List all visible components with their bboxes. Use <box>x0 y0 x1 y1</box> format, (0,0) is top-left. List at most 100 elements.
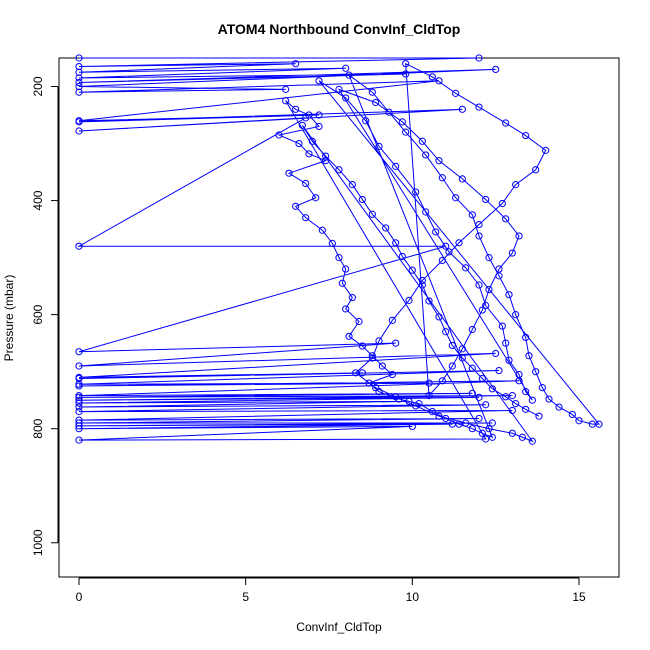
data-point-1-54 <box>408 422 416 431</box>
y-tick-label-3: 600 <box>31 304 45 324</box>
data-point-1-136 <box>398 118 406 126</box>
data-point-1-192 <box>425 297 433 305</box>
data-point-1-160 <box>512 181 520 189</box>
data-point-1-132 <box>522 388 530 396</box>
data-point-1-193 <box>435 313 443 321</box>
data-point-1-60 <box>315 122 323 131</box>
y-tick-label-5: 1000 <box>31 529 45 556</box>
data-point-1-149 <box>448 362 456 370</box>
y-tick-label-1: 200 <box>31 76 45 96</box>
data-point-1-141 <box>502 215 510 223</box>
data-point-1-64 <box>322 157 330 165</box>
data-point-1-46 <box>508 406 516 415</box>
data-point-1-177 <box>508 429 516 437</box>
data-point-1-73 <box>342 265 350 273</box>
data-point-1-116 <box>315 77 323 85</box>
data-point-1-93 <box>345 71 353 79</box>
data-point-1-183 <box>335 166 343 174</box>
data-point-1-179 <box>528 437 536 445</box>
data-point-1-25 <box>75 362 83 370</box>
data-point-1-168 <box>375 337 383 345</box>
data-point-1-2 <box>475 54 483 62</box>
chart-title: ATOM4 Northbound ConvInf_CldTop <box>218 21 461 37</box>
data-point-1-156 <box>502 119 510 127</box>
data-point-1-122 <box>422 208 430 216</box>
data-point-1-138 <box>435 157 443 165</box>
data-point-1-91 <box>478 429 486 437</box>
data-point-1-81 <box>378 362 386 370</box>
data-point-1-78 <box>345 332 353 340</box>
x-axis: 0 5 10 15 <box>76 577 586 604</box>
data-point-1-14 <box>435 77 443 85</box>
data-point-1-36 <box>468 389 476 397</box>
data-point-1-128 <box>498 322 506 330</box>
data-point-1-95 <box>385 108 393 116</box>
data-point-1-123 <box>432 228 440 236</box>
y-tick-label-2: 400 <box>31 190 45 210</box>
data-point-1-38 <box>508 392 516 400</box>
data-point-1-137 <box>418 137 426 145</box>
data-point-1-105 <box>512 311 520 319</box>
data-point-1-139 <box>458 175 466 183</box>
data-point-1-133 <box>528 396 536 404</box>
data-point-1-106 <box>522 333 530 342</box>
data-point-1-155 <box>475 103 483 111</box>
data-point-1-175 <box>462 419 470 427</box>
data-point-1-130 <box>505 356 513 364</box>
data-point-1-118 <box>362 117 370 125</box>
data-point-1-173 <box>412 402 420 410</box>
data-point-1-151 <box>425 392 433 400</box>
data-point-1-166 <box>405 296 413 304</box>
data-point-1-198 <box>478 374 486 383</box>
data-point-1-170 <box>352 369 360 377</box>
data-point-1-50 <box>488 419 496 427</box>
data-point-1-51 <box>75 422 83 430</box>
data-point-1-174 <box>435 412 443 420</box>
data-point-1-121 <box>412 188 420 196</box>
data-point-1-67 <box>312 194 320 202</box>
data-point-1-195 <box>448 341 456 350</box>
data-point-1-65 <box>285 169 293 177</box>
data-point-1-1 <box>75 54 83 62</box>
data-point-1-56 <box>482 435 490 443</box>
data-point-1-112 <box>568 410 576 419</box>
data-point-1-23 <box>75 348 83 356</box>
data-point-1-185 <box>358 195 366 204</box>
data-point-1-55 <box>75 436 83 444</box>
data-point-1-172 <box>392 393 400 401</box>
data-point-1-79 <box>358 342 366 350</box>
data-point-1-201 <box>512 400 520 408</box>
plot-area-border <box>58 57 620 578</box>
x-tick-label-2: 5 <box>242 590 249 604</box>
data-point-1-190 <box>408 266 416 274</box>
data-point-1-144 <box>495 265 503 273</box>
data-point-1-131 <box>515 370 523 379</box>
data-point-1-159 <box>532 166 540 174</box>
data-point-1-194 <box>442 328 450 336</box>
data-point-1-45 <box>75 408 83 416</box>
data-point-1-143 <box>508 249 516 257</box>
data-point-1-150 <box>438 377 446 385</box>
data-point-1-69 <box>302 214 310 222</box>
data-point-1-107 <box>525 352 533 360</box>
data-point-1-10 <box>492 65 500 74</box>
data-point-1-169 <box>368 354 376 362</box>
data-point-1-187 <box>382 224 390 232</box>
data-point-1-87 <box>428 408 436 416</box>
data-point-1-89 <box>455 420 463 428</box>
data-point-1-82 <box>388 370 396 379</box>
y-axis-label: Pressure (mbar) <box>2 275 16 362</box>
data-point-1-21 <box>75 242 83 250</box>
x-tick-label-4: 15 <box>572 590 586 604</box>
data-point-1-196 <box>458 354 466 362</box>
data-point-1-90 <box>468 425 476 433</box>
series-line-1 <box>77 57 601 443</box>
data-point-1-9 <box>75 78 83 87</box>
data-point-1-44 <box>482 401 490 409</box>
data-point-1-30 <box>495 366 503 375</box>
y-axis: 200 400 600 800 1000 <box>31 76 59 556</box>
data-point-1-58 <box>292 105 300 113</box>
data-point-1-167 <box>388 316 396 324</box>
data-point-1-41 <box>75 399 83 407</box>
